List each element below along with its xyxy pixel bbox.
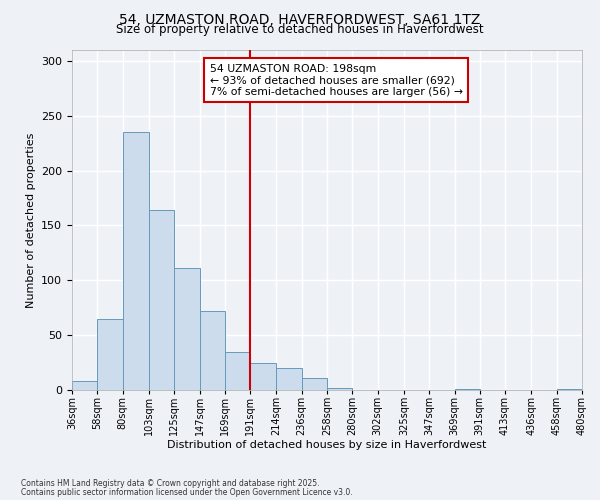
Bar <box>199 311 225 390</box>
Text: Contains HM Land Registry data © Crown copyright and database right 2025.: Contains HM Land Registry data © Crown c… <box>21 479 320 488</box>
Bar <box>327 388 352 390</box>
X-axis label: Distribution of detached houses by size in Haverfordwest: Distribution of detached houses by size … <box>167 440 487 450</box>
Text: Contains public sector information licensed under the Open Government Licence v3: Contains public sector information licen… <box>21 488 353 497</box>
Bar <box>277 368 302 390</box>
Bar <box>97 318 122 390</box>
Bar <box>557 389 582 390</box>
Text: Size of property relative to detached houses in Haverfordwest: Size of property relative to detached ho… <box>116 22 484 36</box>
Bar <box>72 381 97 390</box>
Bar <box>225 352 250 390</box>
Bar <box>122 132 149 390</box>
Bar <box>174 268 199 390</box>
Text: 54, UZMASTON ROAD, HAVERFORDWEST, SA61 1TZ: 54, UZMASTON ROAD, HAVERFORDWEST, SA61 1… <box>119 12 481 26</box>
Text: 54 UZMASTON ROAD: 198sqm
← 93% of detached houses are smaller (692)
7% of semi-d: 54 UZMASTON ROAD: 198sqm ← 93% of detach… <box>210 64 463 97</box>
Bar <box>455 389 480 390</box>
Bar <box>250 362 277 390</box>
Bar <box>302 378 327 390</box>
Bar <box>149 210 174 390</box>
Y-axis label: Number of detached properties: Number of detached properties <box>26 132 35 308</box>
